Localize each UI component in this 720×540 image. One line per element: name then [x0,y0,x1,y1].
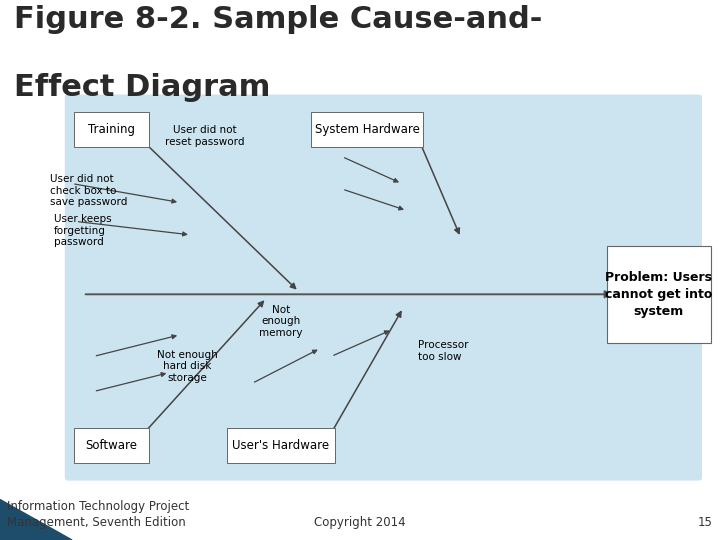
Text: Not
enough
memory: Not enough memory [259,305,302,338]
Text: Figure 8-2. Sample Cause-and-: Figure 8-2. Sample Cause-and- [14,5,543,35]
Text: Problem: Users
cannot get into
system: Problem: Users cannot get into system [605,271,713,318]
FancyBboxPatch shape [227,428,335,463]
Text: Training: Training [88,123,135,136]
FancyBboxPatch shape [606,246,711,343]
Text: User's Hardware: User's Hardware [233,439,329,452]
Polygon shape [0,500,72,540]
Text: User did not
reset password: User did not reset password [166,125,245,147]
Text: Not enough
hard disk
storage: Not enough hard disk storage [157,349,217,383]
Text: User keeps
forgetting
password: User keeps forgetting password [54,214,112,247]
FancyBboxPatch shape [311,112,423,147]
FancyBboxPatch shape [65,94,702,481]
Text: Information Technology Project
Management, Seventh Edition: Information Technology Project Managemen… [7,500,189,529]
Text: Copyright 2014: Copyright 2014 [314,516,406,529]
Text: 15: 15 [698,516,713,529]
Text: System Hardware: System Hardware [315,123,420,136]
FancyBboxPatch shape [73,112,150,147]
Text: Processor
too slow: Processor too slow [418,340,468,362]
Text: User did not
check box to
save password: User did not check box to save password [50,174,127,207]
FancyBboxPatch shape [73,428,150,463]
Text: Effect Diagram: Effect Diagram [14,73,271,102]
Text: Software: Software [86,439,138,452]
